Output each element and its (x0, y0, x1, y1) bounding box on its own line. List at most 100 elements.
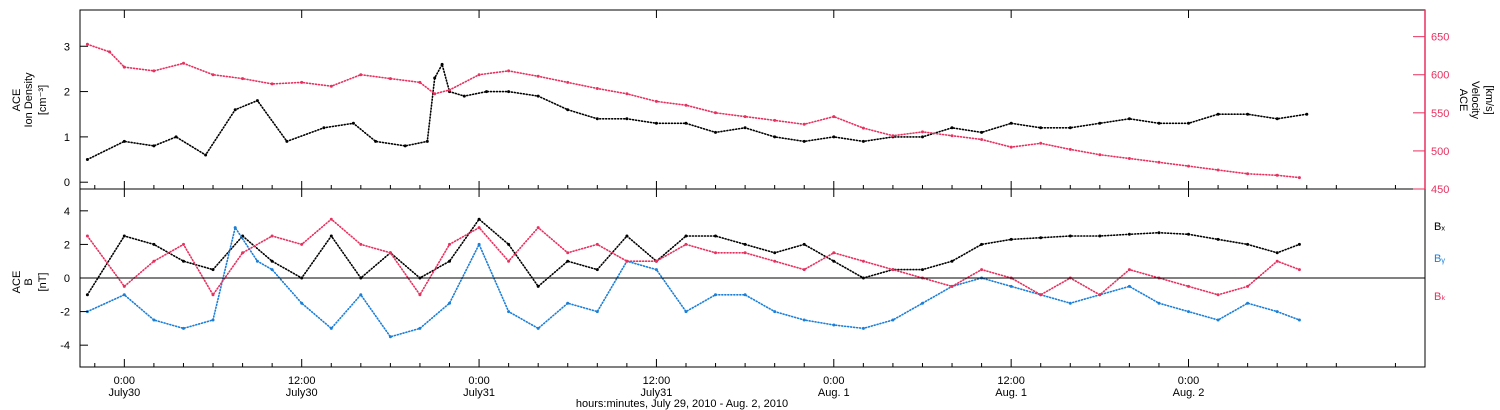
bx-series-point (536, 284, 540, 288)
density-ytick-label: 0 (64, 177, 70, 189)
velocity-series-point (950, 134, 954, 138)
velocity-ylabel-unit: [km/s] (1483, 85, 1495, 114)
bx-series-point (743, 242, 747, 246)
bz-series-point (743, 251, 747, 255)
velocity-series-point (802, 122, 806, 126)
velocity-series-point (388, 77, 392, 81)
by-series-point (921, 301, 924, 305)
ion-density-series-point (433, 76, 437, 80)
bx-series-point (122, 234, 126, 238)
bz-series-point (211, 293, 215, 297)
velocity-ytick-label: 550 (1431, 108, 1449, 120)
ion-density-series-point (536, 94, 540, 98)
ion-density-series-point (440, 62, 444, 66)
x-tick-time-label: 12:00 (288, 375, 316, 387)
b-ytick-label: -2 (60, 307, 70, 319)
velocity-series-point (211, 73, 215, 77)
bx-series-point (980, 242, 984, 246)
legend-by: Bᵧ (1434, 253, 1445, 265)
bz-series-point (418, 293, 422, 297)
by-series-point (1187, 310, 1190, 314)
velocity-series-point (359, 73, 363, 77)
bz-series-point (1246, 284, 1250, 288)
bx-series-point (921, 268, 924, 272)
b-ylabel-line-2: B (23, 278, 35, 285)
by-series-point (714, 293, 717, 297)
by-series-point (832, 323, 836, 327)
by-series-point (536, 326, 540, 330)
by-series-point (1068, 301, 1072, 305)
bz-series-point (714, 251, 717, 255)
velocity-series-point (1187, 164, 1190, 168)
b-ylabel-line-1: ACE (11, 271, 23, 294)
bz-series-point (388, 251, 392, 255)
velocity-ytick-label: 600 (1431, 70, 1449, 82)
by-series-point (684, 310, 688, 314)
bz-series-point (684, 242, 688, 246)
b-ytick-label: -4 (60, 340, 70, 352)
bz-series-point (300, 242, 304, 246)
bz-series-point (773, 259, 777, 263)
b-ytick-label: 0 (64, 273, 70, 285)
bx-series-point (477, 217, 481, 221)
ion-density-series-point (595, 117, 599, 121)
x-tick-date-label: July31 (463, 387, 495, 399)
ion-density-series-point (1068, 126, 1072, 130)
velocity-series (86, 43, 1301, 179)
x-tick-date-label: July30 (286, 387, 318, 399)
bz-series-point (1039, 293, 1043, 297)
velocity-series-point (152, 69, 156, 73)
velocity-series-point (477, 73, 481, 77)
density-ylabel-line-1: ACE (11, 89, 23, 112)
velocity-ylabel-line-2: Velocity (1469, 81, 1481, 119)
bx-series-point (329, 234, 333, 238)
bz-series (86, 218, 1301, 297)
by-series-point (1009, 284, 1013, 288)
by-series-point (1157, 301, 1161, 305)
bz-series-point (241, 251, 245, 255)
x-tick-time-label: 12:00 (997, 375, 1025, 387)
bz-series-point (832, 251, 836, 255)
velocity-series-point (980, 138, 984, 141)
by-series-point (507, 310, 511, 314)
bx-series-point (85, 293, 89, 297)
velocity-series-point (684, 103, 688, 107)
ion-density-series-point (921, 135, 924, 139)
velocity-series-point (241, 77, 245, 81)
ion-density-series-point (566, 108, 570, 112)
bx-series-point (270, 259, 274, 263)
velocity-ytick-label: 650 (1431, 32, 1449, 44)
by-series-point (1297, 318, 1301, 322)
velocity-series-point (122, 65, 126, 69)
ion-density-series-point (122, 139, 126, 143)
bx-series-point (1009, 237, 1013, 241)
ion-density-series-point (322, 126, 326, 130)
by-series-point (773, 310, 777, 314)
velocity-series-point (1098, 153, 1102, 157)
velocity-series-point (861, 126, 865, 130)
ion-density-series-point (204, 153, 208, 157)
ion-density-series-point (85, 158, 89, 161)
bz-series-point (980, 268, 984, 272)
bx-series-point (1297, 242, 1301, 246)
bz-series-point (595, 242, 599, 246)
bz-series-point (1187, 284, 1190, 288)
by-series-point (418, 326, 422, 330)
bz-series-point (1127, 268, 1131, 272)
bz-series-point (85, 234, 89, 238)
x-tick-time-label: 0:00 (114, 375, 135, 387)
bx-series-point (802, 242, 806, 246)
velocity-series-point (773, 118, 777, 122)
velocity-series-point (85, 42, 89, 46)
bx-series-point (684, 234, 688, 238)
bz-series-point (536, 226, 540, 230)
x-tick-time-label: 0:00 (1178, 375, 1199, 387)
bx-series-point (1216, 237, 1220, 241)
b-ytick-label: 2 (64, 239, 70, 251)
bz-series-point (654, 259, 658, 263)
velocity-series-point (418, 80, 422, 84)
x-tick-time-label: 0:00 (468, 375, 489, 387)
density-ytick-label: 1 (64, 132, 70, 144)
bx-series-point (1039, 236, 1043, 240)
ion-density-series-point (1216, 112, 1220, 116)
